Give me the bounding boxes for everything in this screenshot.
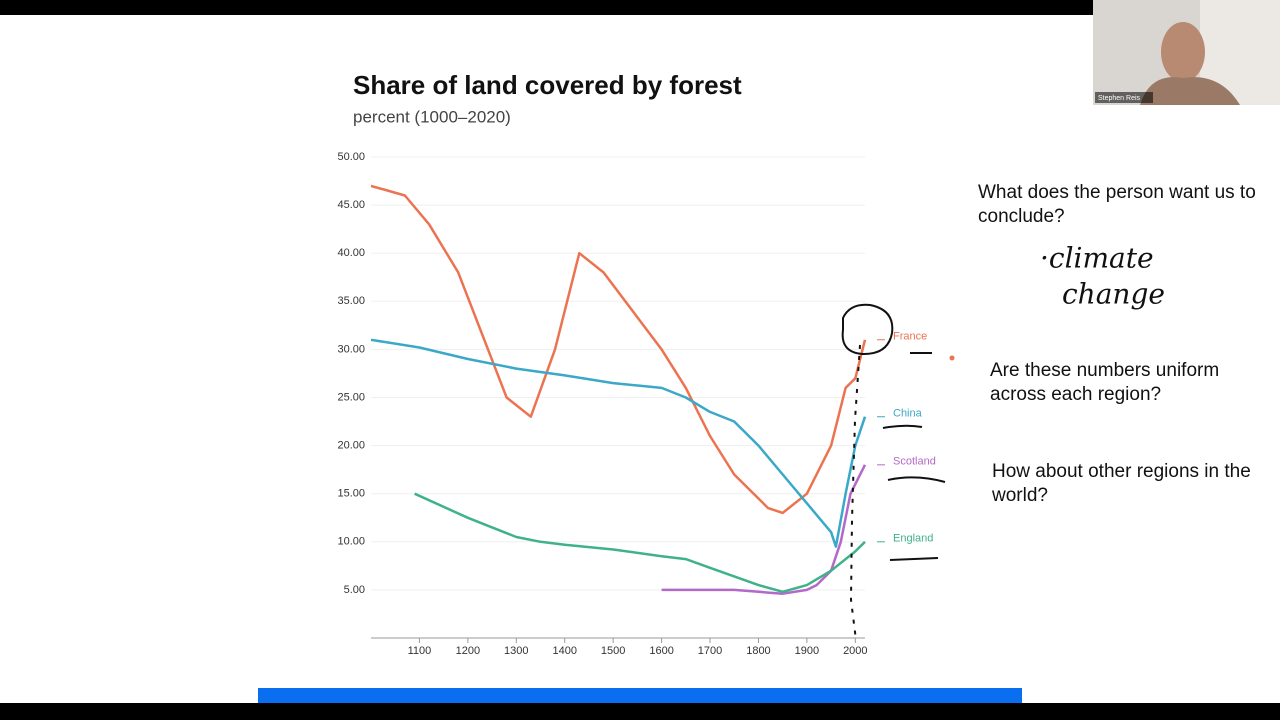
progress-bar bbox=[258, 688, 1022, 703]
handwriting: change bbox=[1062, 278, 1165, 311]
x-tick-label: 1600 bbox=[649, 645, 673, 657]
question: How about other regions in the world? bbox=[991, 461, 1251, 506]
x-tick-label: 1800 bbox=[746, 645, 770, 657]
series-label: France bbox=[893, 331, 927, 343]
y-tick-label: 40.00 bbox=[337, 247, 365, 259]
y-tick-label: 50.00 bbox=[337, 151, 365, 163]
y-tick-label: 5.00 bbox=[344, 584, 365, 596]
y-tick-label: 45.00 bbox=[337, 199, 365, 211]
ink-line bbox=[887, 476, 946, 483]
ink-marks bbox=[841, 303, 955, 641]
ink-line bbox=[882, 424, 923, 429]
y-tick-label: 25.00 bbox=[337, 391, 365, 403]
x-tick-label: 1500 bbox=[601, 645, 625, 657]
webcam-name: Stephen Reis bbox=[1098, 95, 1141, 102]
series-label: China bbox=[893, 408, 923, 420]
handwriting: ·climate bbox=[1040, 242, 1154, 275]
bottom-bar bbox=[0, 703, 1280, 720]
y-tick-label: 10.00 bbox=[337, 536, 365, 548]
series-label: England bbox=[893, 533, 933, 545]
x-tick-label: 1400 bbox=[552, 645, 576, 657]
webcam-person bbox=[1161, 22, 1205, 82]
y-tick-label: 30.00 bbox=[337, 343, 365, 355]
chart-title: Share of land covered by forest bbox=[353, 70, 742, 100]
y-tick-label: 20.00 bbox=[337, 440, 365, 452]
top-bar bbox=[0, 0, 1280, 15]
webcam: Stephen Reis bbox=[1093, 0, 1280, 105]
x-tick-label: 1100 bbox=[408, 645, 432, 657]
y-tick-label: 35.00 bbox=[337, 295, 365, 307]
series-line bbox=[414, 492, 866, 594]
webcam-name-bg bbox=[1095, 92, 1153, 103]
question: Are these numbers uniform across each reg… bbox=[990, 360, 1219, 405]
x-tick-label: 1900 bbox=[795, 645, 819, 657]
series-label: Scotland bbox=[893, 456, 936, 468]
series-line bbox=[370, 184, 867, 515]
ink-line bbox=[889, 557, 939, 561]
x-tick-label: 1700 bbox=[698, 645, 722, 657]
chart-subtitle: percent (1000–2020) bbox=[353, 107, 511, 126]
ink-circle bbox=[841, 303, 894, 356]
y-tick-label: 15.00 bbox=[337, 488, 365, 500]
webcam-body bbox=[1140, 77, 1240, 105]
x-tick-label: 1200 bbox=[456, 645, 480, 657]
x-tick-label: 2000 bbox=[843, 645, 867, 657]
ink-dot bbox=[949, 355, 955, 361]
series-line bbox=[661, 464, 867, 595]
x-tick-label: 1300 bbox=[504, 645, 528, 657]
series-line bbox=[370, 338, 867, 548]
plot: 5.00 10.00 15.00 20.00 25.00 30.00 35.00 40.00 4… bbox=[337, 151, 935, 657]
question: What does the person want us to conclude? bbox=[978, 182, 1256, 227]
